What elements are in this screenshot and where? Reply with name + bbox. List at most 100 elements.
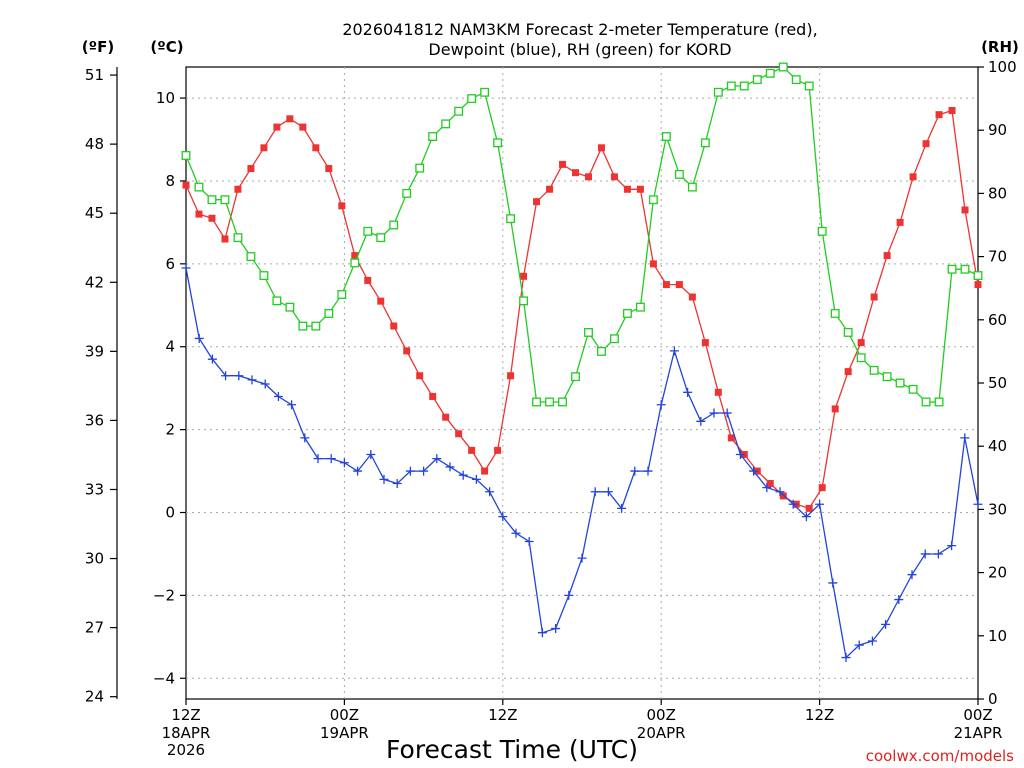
relative-humidity-point bbox=[285, 302, 295, 312]
dewpoint-point bbox=[511, 528, 521, 538]
celsius-tick-label: 4 bbox=[165, 338, 175, 356]
dewpoint-point bbox=[788, 499, 798, 509]
dewpoint-point bbox=[683, 387, 693, 397]
relative-humidity-point bbox=[493, 138, 503, 148]
dewpoint-point bbox=[749, 466, 759, 476]
rh-tick-label: 90 bbox=[988, 121, 1007, 139]
dewpoint-point bbox=[920, 549, 930, 559]
dewpoint-point bbox=[669, 346, 679, 356]
temperature-point bbox=[377, 297, 385, 305]
celsius-tick-label: 6 bbox=[165, 255, 175, 273]
temperature-point bbox=[260, 144, 268, 152]
fahrenheit-unit-label: (ºF) bbox=[82, 38, 114, 56]
dewpoint-point bbox=[260, 379, 270, 389]
relative-humidity-point bbox=[532, 397, 542, 407]
temperature-point bbox=[974, 281, 982, 289]
dewpoint-point bbox=[326, 454, 336, 464]
gridlines bbox=[186, 67, 978, 699]
temperature-point bbox=[688, 293, 696, 301]
dewpoint-point bbox=[973, 499, 983, 509]
temperature-point bbox=[507, 372, 515, 380]
relative-humidity-point bbox=[259, 271, 269, 281]
temperature-point bbox=[701, 339, 709, 347]
rh-tick-label: 20 bbox=[988, 564, 1007, 582]
temperature-point bbox=[312, 144, 320, 152]
relative-humidity-point bbox=[869, 365, 879, 375]
dewpoint-point bbox=[947, 541, 957, 551]
temperature-point bbox=[520, 272, 528, 280]
fahrenheit-tick-label: 27 bbox=[85, 619, 104, 637]
relative-humidity-point bbox=[713, 87, 723, 97]
dewpoint-point bbox=[353, 466, 363, 476]
temperature-point bbox=[442, 413, 450, 421]
fahrenheit-tick-label: 42 bbox=[85, 273, 104, 291]
relative-humidity-point bbox=[298, 321, 308, 331]
relative-humidity-point bbox=[973, 271, 983, 281]
dewpoint-point bbox=[709, 408, 719, 418]
relative-humidity-point bbox=[337, 290, 347, 299]
temperature-point bbox=[403, 347, 411, 355]
temperature-point bbox=[494, 446, 502, 454]
rh-tick-label: 50 bbox=[988, 374, 1007, 392]
temperature-point bbox=[870, 293, 878, 301]
celsius-axis: −4 −2 0 2 4 6 8 10 bbox=[153, 89, 186, 687]
temperature-point bbox=[195, 210, 203, 218]
relative-humidity-point bbox=[700, 138, 710, 148]
relative-humidity-point bbox=[181, 151, 191, 160]
relative-humidity-point bbox=[921, 397, 931, 407]
dewpoint-point bbox=[696, 416, 706, 426]
relative-humidity-point bbox=[272, 296, 282, 306]
fahrenheit-tick-label: 48 bbox=[85, 135, 104, 153]
dewpoint-point bbox=[643, 466, 653, 476]
temperature-point bbox=[779, 492, 787, 500]
dewpoint-point bbox=[485, 487, 495, 497]
dewpoint-point bbox=[735, 449, 745, 459]
relative-humidity-point bbox=[739, 81, 749, 91]
temperature-point bbox=[468, 446, 476, 454]
celsius-tick-label: 10 bbox=[156, 89, 175, 107]
rh-tick-label: 70 bbox=[988, 248, 1007, 266]
dewpoint-point bbox=[471, 474, 481, 484]
relative-humidity-point bbox=[882, 372, 892, 382]
temperature-point bbox=[234, 185, 242, 193]
temperature-point bbox=[572, 169, 580, 177]
relative-humidity-point bbox=[415, 163, 425, 173]
dewpoint-point bbox=[881, 619, 891, 629]
fahrenheit-tick-label: 33 bbox=[85, 480, 104, 498]
temperature-point bbox=[935, 111, 943, 119]
temperature-point bbox=[597, 144, 605, 152]
temperature-point bbox=[896, 218, 904, 226]
relative-humidity-point bbox=[791, 75, 801, 85]
temperature-point bbox=[559, 160, 567, 168]
time-tick-label: 00Z bbox=[330, 706, 359, 724]
dewpoint-point bbox=[300, 433, 310, 443]
dewpoint-point bbox=[247, 375, 257, 385]
temperature-series bbox=[182, 107, 982, 512]
dewpoint-point bbox=[656, 400, 666, 410]
dewpoint-point bbox=[801, 512, 811, 522]
dewpoint-point bbox=[287, 400, 297, 410]
temperature-point bbox=[844, 368, 852, 376]
time-tick-label: 18APR bbox=[162, 724, 211, 742]
relative-humidity-point bbox=[830, 309, 840, 318]
relative-humidity-point bbox=[947, 264, 957, 274]
temperature-point bbox=[857, 339, 865, 347]
dewpoint-point bbox=[458, 470, 468, 480]
temperature-point bbox=[338, 202, 346, 210]
relative-humidity-point bbox=[908, 384, 918, 394]
rh-tick-label: 60 bbox=[988, 311, 1007, 329]
temperature-point bbox=[675, 281, 683, 289]
temperature-point bbox=[208, 214, 216, 222]
dewpoint-point bbox=[551, 624, 561, 634]
temperature-point bbox=[455, 430, 463, 438]
relative-humidity-point bbox=[597, 346, 606, 356]
dewpoint-point bbox=[181, 263, 191, 273]
temperature-point bbox=[584, 173, 592, 181]
temperature-point bbox=[182, 181, 190, 189]
dewpoint-point bbox=[775, 487, 785, 497]
relative-humidity-point bbox=[674, 169, 684, 179]
temperature-point bbox=[221, 235, 229, 243]
relative-humidity-point bbox=[194, 182, 204, 192]
relative-humidity-point bbox=[428, 132, 438, 141]
temperature-point bbox=[273, 123, 281, 131]
